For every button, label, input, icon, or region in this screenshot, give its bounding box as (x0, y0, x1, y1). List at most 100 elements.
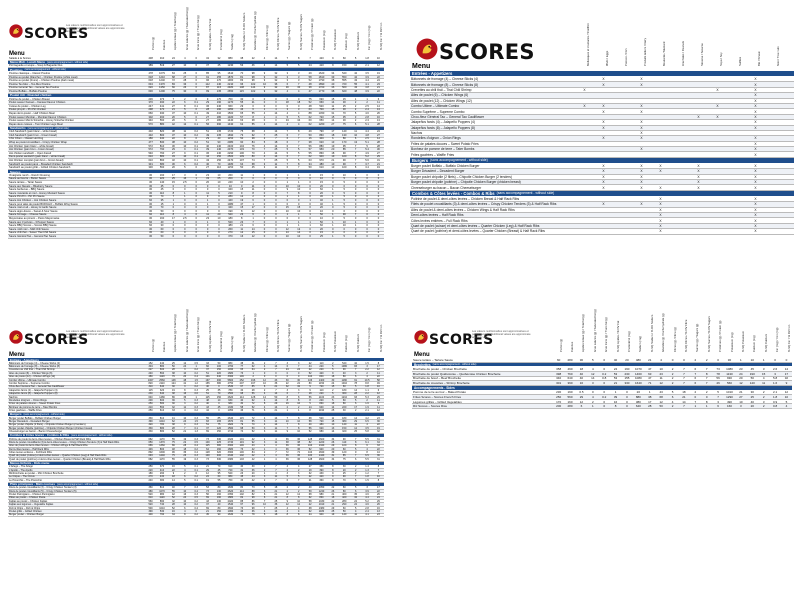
item-name: Nachos (9, 395, 18, 399)
nutrient-cell: 18 (274, 513, 278, 517)
nutrient-cell: 12 (183, 361, 187, 365)
nutrient-cell: 3 (366, 486, 368, 490)
nutrient-cell: 1 (184, 195, 186, 199)
nutrient-cell: 130 (216, 499, 222, 503)
nutrient-cell: 0 (603, 357, 606, 362)
nutrient-cell: 11 (240, 227, 244, 231)
nutrient-cell: 7 (286, 426, 288, 430)
nutrient-cell: 10 (659, 367, 663, 372)
nutrient-cell: 0 (309, 206, 311, 210)
nutrient-cell: 45 (750, 367, 754, 372)
table-row: Brochette de crevettes – Shrimp Brochett… (412, 381, 792, 386)
item-name: Burger poulet chipotle (2 filets) – Chip… (411, 174, 512, 179)
nutrient-cell: 28 (376, 144, 380, 148)
nutrient-cell: 0 (195, 166, 197, 170)
nutrient-cell: 0 (309, 195, 311, 199)
column-header-label: % VQ Potassium (332, 330, 337, 352)
column-header-label: Sodium (mg) (230, 335, 235, 352)
nutrient-cell: 2 (286, 486, 288, 490)
nutrient-cell: 478 (148, 71, 153, 75)
nutrient-cell: 52 (172, 430, 175, 434)
nutrient-cell: 8 (354, 166, 357, 170)
nutrient-cell: 2080 (227, 141, 234, 145)
nutrient-cell: 72 (285, 451, 289, 455)
column-header-label: Fibres (g) / Fibre (g) (264, 327, 269, 352)
nutrient-cell: 19 (308, 468, 312, 472)
nutrient-cell: 3.5 (365, 426, 369, 430)
nutrient-cell: 2380 (227, 457, 234, 461)
nutrient-cell: 75 (217, 423, 221, 427)
nutrient-cell: 38 (285, 440, 289, 444)
nutrient-cell: 72 (251, 416, 255, 420)
section-note: (sans accompagnement - without side) (27, 126, 69, 130)
nutrient-cell: 160 (567, 399, 573, 404)
nutrient-cell: 4 (263, 130, 266, 134)
nutrient-cell: 81 (240, 419, 244, 423)
nutrient-cell: 38 (172, 423, 175, 427)
nutrient-cell: 63 (308, 108, 312, 112)
item-name: Crevettes au chili thaï – Thai Chili Shr… (411, 87, 472, 92)
table-row: Fish & Chips – Fish & Chips 500 1010 52 6 0.4… (8, 506, 384, 511)
nutrient-cell: 65 (217, 177, 221, 181)
nutrient-cell: 21 (682, 394, 686, 399)
nutrient-cell: 0 (195, 198, 197, 202)
nutrient-cell: 19 (331, 155, 335, 159)
column-header: Sucres (g) / Sugars (g) (283, 312, 294, 356)
allergen-cell: X (602, 136, 605, 141)
nutrient-cell: 140 (216, 144, 222, 148)
nutrient-cell: 11 (183, 405, 187, 409)
nutrient-cell: 600 (159, 368, 165, 372)
section-note: (sans accompagnement - without side) (71, 433, 113, 437)
column-header-label: Gras trans (g) / Trans fat (g) (196, 15, 201, 50)
item-name: Sauce pour ailes de poulet BUFFALO – Buf… (9, 202, 78, 206)
nutrient-cell: 40 (206, 385, 209, 389)
nutrient-cell: 4 (275, 472, 277, 476)
nutrient-cell: 10 (183, 499, 187, 503)
nutrient-cell: 5 (309, 402, 311, 406)
nutrient-cell: 37 (171, 133, 175, 137)
nutrient-cell: 180 (228, 216, 233, 220)
nutrient-cell: 14 (274, 405, 278, 409)
nutrient-cell: 1050 (227, 108, 234, 112)
nutrient-cell: 0 (354, 188, 357, 192)
nutrient-cell: 2020 (227, 499, 234, 503)
item-name: Poitrine de poulet – Chicken Breast (9, 97, 50, 101)
nutrient-cell: 5 (343, 216, 345, 220)
nutrient-cell: 0 (172, 227, 175, 231)
nutrient-cell: 0 (603, 399, 606, 404)
nutrient-cell: 2640 (227, 416, 234, 420)
allergen-cell: X (659, 169, 662, 174)
nutrient-cell: 82 (308, 440, 312, 444)
nutrient-cell: 0 (263, 375, 266, 379)
nutrient-cell: 10 (217, 399, 221, 402)
nutrient-cell: 5800 (227, 378, 234, 382)
column-header: Gras saturés (g) / Saturated fat (g) (180, 309, 191, 356)
nutrient-cell: 55 (172, 489, 175, 493)
nutrient-cell: 320 (216, 451, 222, 455)
nutrient-cell: 4 (263, 365, 266, 369)
nutrient-cell: 14 (308, 405, 312, 409)
item-name: Burger poulet chipotle (poitrine) – Chip… (9, 426, 93, 430)
nutrient-cell: 5 (298, 475, 300, 479)
nutrient-cell: 51 (206, 130, 210, 134)
item-name: Sauce mild miel – Mild Chili Sauce (9, 227, 49, 231)
nutrient-cell: 2350 (227, 492, 234, 496)
nutrient-cell: 73 (240, 506, 244, 510)
nutrient-cell: 0.9 (772, 399, 778, 404)
nutrient-cell: 0 (252, 177, 254, 181)
nutrient-cell: 0 (332, 173, 334, 177)
nutrient-cell: 0 (195, 64, 197, 68)
nutrient-cell: 7 (298, 478, 300, 482)
nutrient-cell: 0 (298, 375, 300, 379)
nutrient-cell: 41 (172, 416, 175, 420)
nutrient-cell: 0 (683, 357, 685, 362)
brand-name: SCORES (429, 331, 494, 348)
nutrient-cell: 1 (263, 457, 266, 461)
nutrient-cell: 140 (342, 513, 347, 517)
item-name: Fish & Chips – Fish & Chips (9, 506, 41, 510)
nutrient-cell: 0 (275, 231, 277, 235)
item-name: Brochette de crevettes – Shrimp Brochett… (413, 380, 470, 385)
item-name: Sauce aux bleuets – Blueberry Sauce (9, 184, 53, 188)
item-name: Wrap au poulet croustillant – Crispy Chi… (9, 141, 67, 145)
nutrient-cell: 33 (377, 444, 380, 448)
